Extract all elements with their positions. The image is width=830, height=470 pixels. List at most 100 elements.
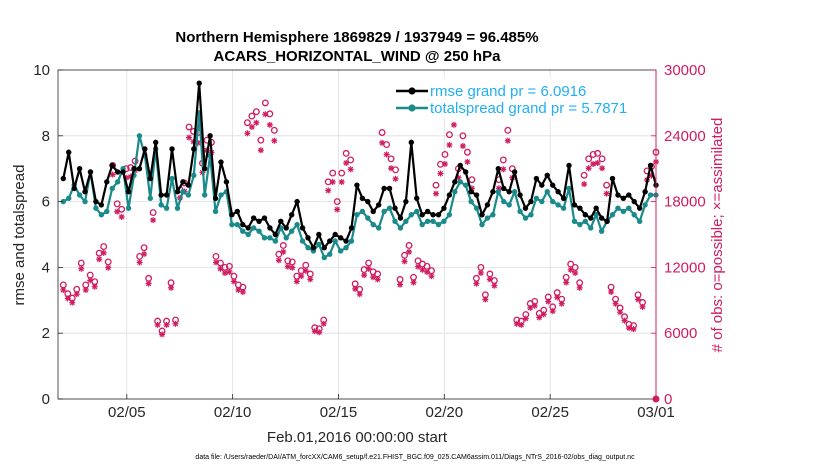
obs-assimilated-marker <box>334 206 341 213</box>
series-point-rmse <box>261 215 268 221</box>
obs-assimilated-stroke <box>137 259 143 266</box>
chart-title-line1: Northern Hemisphere 1869829 / 1937949 = … <box>175 29 538 46</box>
obs-assimilated-marker <box>73 291 80 298</box>
obs-assimilated-marker <box>558 300 565 307</box>
series-point-totalspread <box>609 212 616 218</box>
series-point-totalspread <box>441 218 447 225</box>
series-point-rmse <box>577 205 583 211</box>
obs-assimilated-stroke <box>150 217 156 223</box>
series-point-rmse <box>598 215 605 221</box>
series-point-rmse <box>446 192 453 198</box>
obs-possible-marker <box>118 205 126 213</box>
obs-assimilated-stroke <box>406 249 412 255</box>
obs-possible-marker <box>401 251 408 259</box>
legend-rmse-marker <box>408 87 416 95</box>
obs-assimilated-stroke <box>487 276 493 282</box>
obs-assimilated-stroke <box>437 170 444 177</box>
obs-assimilated-stroke <box>298 273 304 279</box>
obs-assimilated-stroke <box>352 286 358 292</box>
legend-rmse-label: rmse grand pr = 6.0916 <box>430 83 586 100</box>
obs-assimilated-marker <box>473 280 480 287</box>
obs-possible-marker <box>248 112 256 120</box>
obs-assimilated-marker <box>60 286 67 293</box>
series-point-rmse <box>131 166 137 172</box>
obs-assimilated-marker <box>289 264 296 271</box>
obs-assimilated-stroke <box>163 322 170 328</box>
series-point-rmse <box>240 221 246 228</box>
series-point-rmse <box>60 175 66 182</box>
series-point-rmse <box>185 182 192 188</box>
series-point-totalspread <box>348 238 355 244</box>
obs-possible-marker <box>378 129 386 136</box>
series-point-totalspread <box>337 248 344 254</box>
series-point-totalspread <box>386 205 393 211</box>
obs-possible-marker <box>347 156 355 164</box>
obs-assimilated-stroke <box>258 147 264 153</box>
series-point-totalspread <box>495 189 502 195</box>
series-point-totalspread <box>169 175 175 182</box>
series-point-rmse <box>484 202 491 208</box>
y-right-tick-label: 18000 <box>664 194 706 211</box>
series-point-totalspread <box>250 225 257 231</box>
series-point-rmse <box>316 231 322 238</box>
obs-assimilated-stroke <box>249 124 255 130</box>
obs-possible-marker <box>387 155 395 163</box>
ticks-layer: 02/05 02/10 02/15 02/20 02/25 03/010246810060… <box>33 62 705 421</box>
y-left-tick-label: 6 <box>42 194 50 211</box>
series-point-rmse <box>234 208 240 215</box>
obs-possible-marker <box>329 169 337 177</box>
obs-possible-marker <box>284 257 292 265</box>
series-point-totalspread <box>593 212 599 218</box>
obs-possible-marker <box>459 132 467 140</box>
obs-assimilated-marker <box>446 141 453 148</box>
obs-possible-marker <box>499 156 507 164</box>
obs-assimilated-stroke <box>536 314 542 321</box>
series-point-totalspread <box>539 198 545 205</box>
x-tick-label: 02/05 <box>108 404 146 421</box>
series-point-rmse <box>414 195 420 202</box>
series-point-rmse <box>196 80 202 86</box>
obs-assimilated-marker <box>141 250 148 257</box>
series-point-rmse <box>462 169 469 175</box>
obs-assimilated-stroke <box>595 160 601 166</box>
obs-assimilated-marker <box>531 302 538 309</box>
obs-possible-marker <box>383 141 391 149</box>
series-point-rmse <box>403 198 409 205</box>
obs-assimilated-stroke <box>419 267 426 273</box>
obs-assimilated-marker <box>136 259 143 266</box>
obs-possible-marker <box>266 110 274 118</box>
series-point-totalspread <box>424 218 431 225</box>
series-point-rmse <box>283 225 289 231</box>
series-point-totalspread <box>479 221 485 228</box>
series-point-rmse <box>288 212 295 218</box>
chart-title-line2: ACARS_HORIZONTAL_WIND @ 250 hPa <box>214 48 502 65</box>
series-point-rmse <box>109 162 115 169</box>
series-point-totalspread <box>544 189 550 195</box>
series-point-totalspread <box>419 221 425 228</box>
series-point-rmse <box>136 166 143 172</box>
obs-assimilated-marker <box>109 171 116 178</box>
series-point-rmse <box>604 218 610 225</box>
series-point-rmse <box>626 192 632 198</box>
series-point-totalspread <box>414 208 420 215</box>
series-point-rmse <box>245 225 251 231</box>
obs-possible-marker <box>261 99 269 107</box>
obs-assimilated-stroke <box>374 276 381 282</box>
y-axis-label-right: # of obs: o=possible; ×=assimilated <box>709 118 726 353</box>
obs-assimilated-marker <box>257 147 264 154</box>
series-point-totalspread <box>60 198 66 205</box>
series-point-rmse <box>473 192 480 198</box>
obs-assimilated-stroke <box>397 282 403 288</box>
series-point-totalspread <box>528 212 534 218</box>
obs-possible-marker <box>414 257 422 265</box>
series-point-rmse <box>158 192 164 198</box>
series-point-rmse <box>321 244 328 251</box>
obs-assimilated-stroke <box>92 284 98 290</box>
series-point-totalspread <box>473 205 480 211</box>
obs-assimilated-stroke <box>577 285 583 291</box>
series-point-totalspread <box>185 192 192 198</box>
obs-possible-marker <box>140 244 148 252</box>
obs-assimilated-marker <box>118 213 125 220</box>
obs-assimilated-marker <box>504 137 511 144</box>
obs-possible-marker <box>446 131 453 139</box>
